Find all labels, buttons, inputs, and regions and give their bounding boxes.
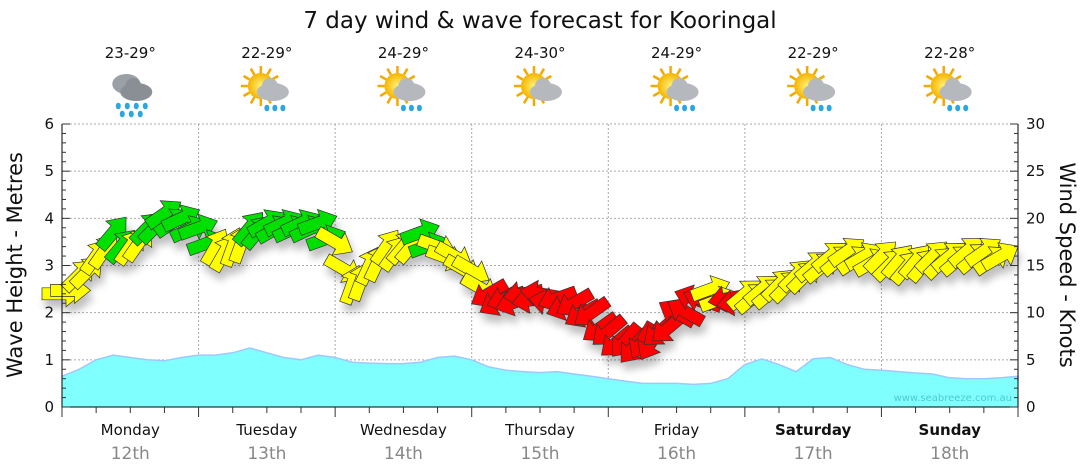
day-temperature: 23-29° — [105, 44, 156, 62]
date-label: 16th — [657, 444, 696, 464]
left-axis-label: Wave Height - Metres — [3, 152, 27, 378]
day-label: Sunday — [919, 421, 982, 439]
rain-weather-icon — [112, 74, 153, 118]
date-label: 18th — [930, 444, 969, 464]
right-tick-label: 30 — [1026, 115, 1045, 133]
left-tick-label: 6 — [44, 115, 54, 133]
wind-arrow — [296, 208, 338, 236]
sun-shower-weather-icon — [650, 66, 699, 112]
day-label: Tuesday — [235, 421, 297, 439]
left-tick-label: 0 — [44, 398, 54, 416]
day-label: Thursday — [504, 421, 575, 439]
watermark: www.seabreeze.com.au — [894, 393, 1012, 404]
day-label: Saturday — [775, 421, 852, 439]
date-label: 14th — [384, 444, 423, 464]
right-tick-label: 10 — [1026, 304, 1045, 322]
date-label: 13th — [247, 444, 286, 464]
left-tick-label: 4 — [44, 209, 54, 227]
partly-cloudy-weather-icon — [514, 66, 562, 106]
right-tick-label: 5 — [1026, 351, 1036, 369]
left-tick-label: 2 — [44, 304, 54, 322]
day-temperature: 24-30° — [514, 44, 565, 62]
day-temperature: 24-29° — [651, 44, 702, 62]
day-temperature: 24-29° — [378, 44, 429, 62]
wave-height-area — [62, 348, 1018, 407]
wind-arrow — [667, 297, 706, 328]
wave-height-line — [61, 347, 1019, 386]
date-label: 15th — [520, 444, 559, 464]
day-temperature: 22-29° — [241, 44, 292, 62]
day-label: Wednesday — [360, 421, 447, 439]
wind-arrow — [574, 295, 612, 327]
right-axis-label: Wind Speed - Knots — [1055, 162, 1079, 367]
right-tick-label: 15 — [1026, 257, 1045, 275]
day-temperature: 22-28° — [924, 44, 975, 62]
wind-arrow — [177, 213, 218, 241]
sun-shower-weather-icon — [240, 66, 289, 112]
day-label: Friday — [654, 421, 700, 439]
left-tick-label: 5 — [44, 162, 54, 180]
wind-arrow — [95, 216, 127, 253]
day-temperature: 22-29° — [788, 44, 839, 62]
chart-title: 7 day wind & wave forecast for Kooringal — [303, 8, 776, 34]
wind-arrows — [41, 200, 1019, 363]
day-label: Monday — [101, 421, 160, 439]
date-label: 17th — [794, 444, 833, 464]
right-tick-label: 0 — [1026, 398, 1036, 416]
sun-shower-weather-icon — [923, 66, 972, 112]
date-label: 12th — [111, 444, 150, 464]
left-tick-label: 3 — [44, 257, 54, 275]
right-tick-label: 20 — [1026, 209, 1045, 227]
right-tick-label: 25 — [1026, 162, 1045, 180]
left-tick-label: 1 — [44, 351, 54, 369]
sun-shower-weather-icon — [787, 66, 836, 112]
wind-arrow — [314, 226, 353, 256]
sun-shower-weather-icon — [377, 66, 426, 112]
wind-arrow — [592, 313, 628, 345]
